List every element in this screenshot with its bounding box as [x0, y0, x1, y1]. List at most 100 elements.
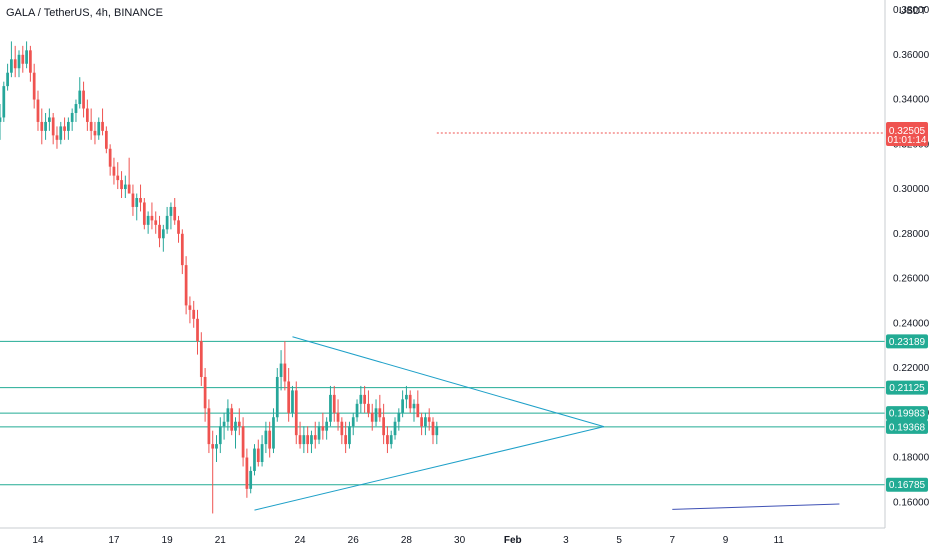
candle[interactable]: [207, 399, 211, 454]
candle[interactable]: [424, 412, 427, 436]
candle[interactable]: [234, 417, 237, 449]
candle[interactable]: [211, 430, 215, 514]
candle[interactable]: [363, 385, 367, 413]
candle[interactable]: [78, 77, 82, 109]
candle[interactable]: [306, 426, 310, 454]
candle[interactable]: [249, 466, 253, 494]
candle[interactable]: [408, 390, 412, 413]
candle[interactable]: [359, 385, 363, 413]
candle[interactable]: [348, 421, 351, 449]
candle[interactable]: [230, 403, 234, 436]
candle[interactable]: [317, 421, 321, 445]
candle[interactable]: [401, 390, 404, 418]
candle[interactable]: [253, 444, 256, 476]
candle[interactable]: [17, 50, 21, 78]
candle[interactable]: [2, 81, 6, 122]
candle[interactable]: [89, 108, 93, 140]
trendline-far-right[interactable]: [672, 503, 840, 510]
candle[interactable]: [112, 157, 116, 185]
candle[interactable]: [40, 108, 44, 145]
candle[interactable]: [420, 412, 423, 436]
candle[interactable]: [378, 394, 382, 422]
candle[interactable]: [123, 175, 127, 198]
candle[interactable]: [44, 112, 47, 140]
candle[interactable]: [389, 430, 393, 449]
candle[interactable]: [116, 162, 120, 190]
candle[interactable]: [264, 421, 268, 454]
candle[interactable]: [287, 368, 291, 422]
candle[interactable]: [355, 399, 359, 422]
candle[interactable]: [169, 202, 173, 230]
candle[interactable]: [374, 399, 378, 427]
candle[interactable]: [85, 99, 89, 131]
candle[interactable]: [127, 157, 131, 194]
candle[interactable]: [188, 296, 192, 324]
candle[interactable]: [51, 112, 55, 145]
candle[interactable]: [0, 104, 2, 140]
candle[interactable]: [199, 332, 203, 386]
candle[interactable]: [165, 206, 169, 234]
candle[interactable]: [283, 341, 287, 391]
candle[interactable]: [108, 144, 112, 176]
candle[interactable]: [29, 45, 32, 82]
candle[interactable]: [93, 121, 97, 145]
candle[interactable]: [59, 121, 63, 145]
candle[interactable]: [302, 426, 306, 454]
candle[interactable]: [10, 41, 13, 78]
candle[interactable]: [294, 381, 298, 445]
candle[interactable]: [13, 45, 17, 78]
candle[interactable]: [101, 108, 104, 136]
candle[interactable]: [272, 408, 275, 454]
candle[interactable]: [298, 421, 302, 449]
candle[interactable]: [367, 390, 370, 418]
candle[interactable]: [161, 224, 165, 252]
candle[interactable]: [222, 412, 226, 440]
candle[interactable]: [344, 421, 348, 454]
candle[interactable]: [351, 412, 355, 436]
candle[interactable]: [370, 403, 374, 431]
candle[interactable]: [416, 390, 420, 418]
candle[interactable]: [405, 385, 408, 409]
candle[interactable]: [336, 399, 340, 431]
candle[interactable]: [104, 126, 108, 154]
candle[interactable]: [192, 300, 196, 328]
candle[interactable]: [154, 211, 158, 234]
candle[interactable]: [131, 184, 135, 216]
candle[interactable]: [177, 215, 180, 243]
candle[interactable]: [180, 229, 184, 275]
trendline-lower[interactable]: [254, 426, 605, 511]
trendline-upper[interactable]: [292, 336, 605, 428]
candle[interactable]: [120, 171, 123, 198]
candle[interactable]: [6, 63, 9, 91]
candle[interactable]: [427, 408, 431, 431]
candle[interactable]: [139, 184, 142, 212]
candle[interactable]: [431, 417, 435, 445]
candle[interactable]: [218, 417, 222, 454]
candle[interactable]: [435, 421, 439, 445]
candle[interactable]: [310, 430, 313, 454]
candle[interactable]: [135, 193, 139, 221]
candle[interactable]: [36, 90, 40, 131]
candle[interactable]: [275, 368, 279, 422]
candle[interactable]: [332, 385, 336, 422]
candle[interactable]: [260, 435, 264, 467]
candle[interactable]: [215, 435, 218, 462]
candle[interactable]: [150, 202, 154, 230]
candle[interactable]: [340, 417, 344, 445]
candle[interactable]: [237, 408, 241, 436]
candle[interactable]: [48, 108, 51, 131]
candle[interactable]: [393, 417, 397, 440]
plot-area[interactable]: [0, 0, 885, 528]
candle[interactable]: [291, 385, 294, 418]
candle[interactable]: [55, 126, 59, 149]
candle[interactable]: [321, 412, 325, 440]
candle[interactable]: [241, 417, 245, 467]
candle[interactable]: [67, 117, 70, 140]
candle[interactable]: [226, 399, 230, 431]
candle[interactable]: [74, 99, 78, 122]
candle[interactable]: [70, 108, 74, 131]
candle[interactable]: [82, 81, 85, 118]
candle[interactable]: [245, 448, 249, 498]
candle[interactable]: [382, 403, 385, 445]
